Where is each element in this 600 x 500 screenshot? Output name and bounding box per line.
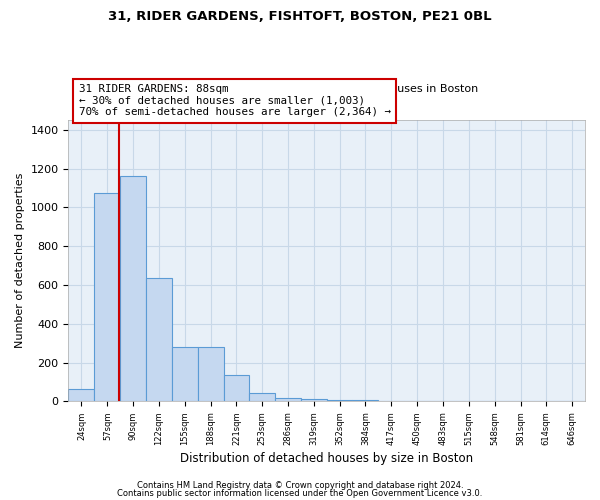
Bar [146,278,172,402]
Bar [224,376,249,402]
Bar [172,347,198,402]
Bar [352,400,379,402]
Bar [275,398,301,402]
Bar [198,347,224,402]
Bar [94,193,121,402]
Text: 31, RIDER GARDENS, FISHTOFT, BOSTON, PE21 0BL: 31, RIDER GARDENS, FISHTOFT, BOSTON, PE2… [108,10,492,23]
Y-axis label: Number of detached properties: Number of detached properties [15,173,25,348]
Bar [301,398,327,402]
X-axis label: Distribution of detached houses by size in Boston: Distribution of detached houses by size … [180,452,473,465]
Text: 31 RIDER GARDENS: 88sqm
← 30% of detached houses are smaller (1,003)
70% of semi: 31 RIDER GARDENS: 88sqm ← 30% of detache… [79,84,391,117]
Title: Size of property relative to detached houses in Boston: Size of property relative to detached ho… [175,84,478,94]
Bar [379,401,404,402]
Bar [68,389,94,402]
Text: Contains public sector information licensed under the Open Government Licence v3: Contains public sector information licen… [118,488,482,498]
Bar [121,176,146,402]
Bar [327,400,352,402]
Text: Contains HM Land Registry data © Crown copyright and database right 2024.: Contains HM Land Registry data © Crown c… [137,481,463,490]
Bar [249,392,275,402]
